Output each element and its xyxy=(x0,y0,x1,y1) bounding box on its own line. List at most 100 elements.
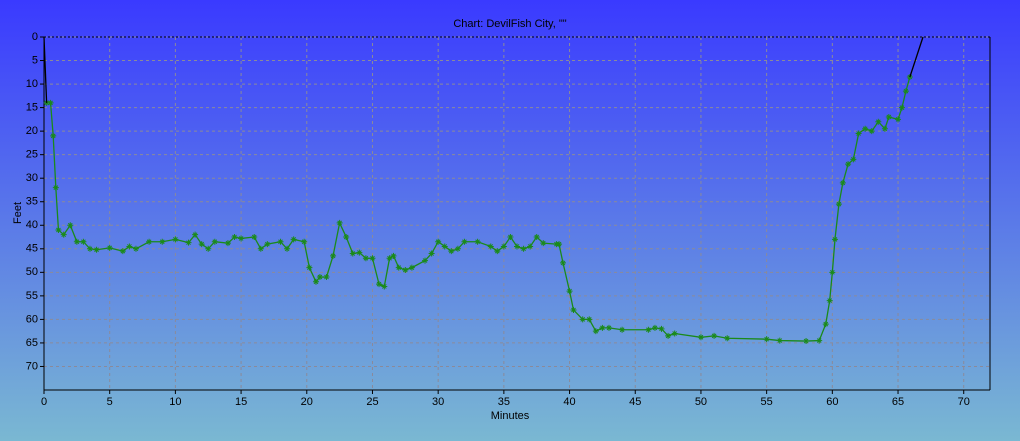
marker xyxy=(86,245,93,252)
marker xyxy=(487,243,494,250)
marker xyxy=(198,241,205,248)
y-tick-label: 65 xyxy=(26,337,38,349)
x-tick-label: 35 xyxy=(498,396,510,408)
marker xyxy=(312,278,319,285)
marker xyxy=(290,236,297,243)
y-tick-label: 25 xyxy=(26,149,38,161)
marker xyxy=(146,238,153,245)
marker xyxy=(132,245,139,252)
marker xyxy=(336,219,343,226)
x-tick-label: 10 xyxy=(169,396,181,408)
marker xyxy=(395,264,402,271)
marker xyxy=(381,283,388,290)
marker xyxy=(306,264,313,271)
marker xyxy=(697,334,704,341)
marker xyxy=(80,238,87,245)
marker xyxy=(556,241,563,248)
x-tick-label: 70 xyxy=(958,396,970,408)
marker xyxy=(822,321,829,328)
marker xyxy=(586,316,593,323)
marker xyxy=(251,234,258,241)
series-line xyxy=(909,36,924,78)
marker xyxy=(599,324,606,331)
marker xyxy=(592,328,599,335)
marker xyxy=(60,231,67,238)
marker xyxy=(845,161,852,168)
marker xyxy=(570,306,577,313)
y-tick-label: 5 xyxy=(32,54,38,66)
marker xyxy=(264,241,271,248)
marker xyxy=(651,324,658,331)
marker xyxy=(875,118,882,125)
marker xyxy=(448,248,455,255)
x-tick-label: 65 xyxy=(892,396,904,408)
marker xyxy=(494,248,501,255)
marker xyxy=(47,99,54,106)
series-line xyxy=(43,36,48,103)
marker xyxy=(520,245,527,252)
marker xyxy=(301,238,308,245)
marker xyxy=(540,240,547,247)
marker xyxy=(605,324,612,331)
marker xyxy=(93,246,100,253)
x-tick-label: 55 xyxy=(761,396,773,408)
marker xyxy=(566,288,573,295)
marker xyxy=(205,245,212,252)
marker xyxy=(885,114,892,121)
marker xyxy=(316,274,323,281)
marker xyxy=(408,264,415,271)
marker xyxy=(349,250,356,257)
marker xyxy=(330,252,337,259)
marker xyxy=(50,132,57,139)
marker xyxy=(461,238,468,245)
marker xyxy=(579,316,586,323)
x-tick-label: 40 xyxy=(563,396,575,408)
marker xyxy=(73,238,80,245)
marker xyxy=(855,130,862,137)
marker xyxy=(422,257,429,264)
marker xyxy=(507,234,514,241)
marker xyxy=(527,243,534,250)
marker xyxy=(362,255,369,262)
x-tick-label: 25 xyxy=(366,396,378,408)
marker xyxy=(435,238,442,245)
x-tick-label: 45 xyxy=(629,396,641,408)
y-tick-label: 55 xyxy=(26,290,38,302)
y-tick-label: 60 xyxy=(26,313,38,325)
y-tick-label: 70 xyxy=(26,360,38,372)
marker xyxy=(559,259,566,266)
marker xyxy=(159,238,166,245)
x-tick-label: 0 xyxy=(41,396,47,408)
y-tick-label: 45 xyxy=(26,243,38,255)
marker xyxy=(868,128,875,135)
marker xyxy=(376,281,383,288)
marker xyxy=(850,156,857,163)
x-tick-label: 30 xyxy=(432,396,444,408)
marker xyxy=(67,222,74,229)
marker xyxy=(835,201,842,208)
marker xyxy=(231,234,238,241)
chart-title: Chart: DevilFish City, "" xyxy=(453,18,566,30)
y-tick-label: 30 xyxy=(26,172,38,184)
marker xyxy=(428,250,435,257)
marker xyxy=(257,245,264,252)
marker xyxy=(369,255,376,262)
y-axis-label: Feet xyxy=(12,202,24,224)
marker xyxy=(192,231,199,238)
marker xyxy=(533,234,540,241)
marker xyxy=(441,243,448,250)
marker xyxy=(172,236,179,243)
marker xyxy=(665,332,672,339)
y-tick-label: 15 xyxy=(26,102,38,114)
marker xyxy=(343,234,350,241)
marker xyxy=(119,248,126,255)
marker xyxy=(52,184,59,191)
marker xyxy=(356,249,363,256)
marker xyxy=(224,240,231,247)
marker xyxy=(902,88,909,95)
marker xyxy=(829,269,836,276)
marker xyxy=(284,245,291,252)
y-tick-label: 10 xyxy=(26,78,38,90)
marker xyxy=(500,243,507,250)
marker xyxy=(816,337,823,344)
